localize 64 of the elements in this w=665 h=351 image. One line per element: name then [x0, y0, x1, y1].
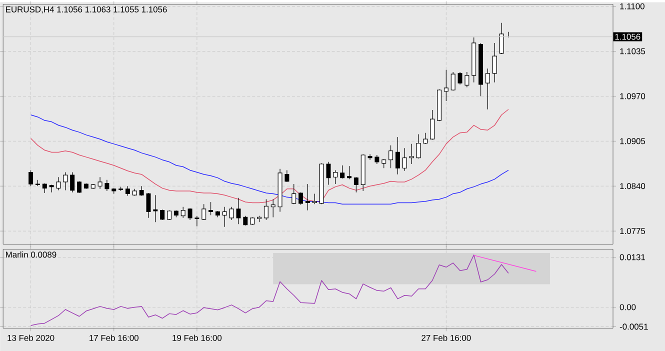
candlestick: [264, 198, 268, 220]
candlestick: [194, 215, 200, 226]
x-tick-label: 17 Feb 16:00: [90, 334, 138, 341]
candlestick: [160, 209, 165, 220]
candlestick: [402, 148, 407, 172]
candlestick: [312, 193, 317, 204]
chart-title: EURUSD,H4 1.1056 1.1063 1.1055 1.1056: [6, 6, 167, 14]
candlestick: [368, 154, 372, 160]
y-tick-label: -0.0051: [620, 324, 648, 330]
y-tick-label: 1.0840: [620, 183, 646, 190]
candlestick: [450, 72, 456, 91]
candlestick: [270, 198, 276, 218]
y-tick-label: 1.0775: [620, 228, 646, 234]
candlestick: [63, 172, 68, 190]
candlestick: [340, 164, 345, 179]
candlestick: [222, 206, 227, 228]
candlestick: [139, 186, 144, 196]
candlestick: [153, 194, 158, 222]
candlestick: [354, 176, 358, 193]
candlestick: [298, 192, 304, 205]
candlestick: [458, 72, 462, 85]
candlestick: [347, 166, 352, 180]
candlestick: [416, 134, 421, 159]
y-tick-label: 1.1035: [620, 48, 646, 54]
candlestick: [49, 184, 54, 193]
candlestick: [423, 132, 428, 144]
x-tick-label: 19 Feb 16:00: [172, 334, 222, 341]
candlestick: [485, 68, 490, 110]
candlestick: [146, 192, 151, 218]
candlestick: [395, 136, 400, 175]
candlestick: [305, 184, 310, 211]
x-tick-label: 27 Feb 16:00: [422, 334, 471, 341]
y-tick-label: 0.0131: [620, 254, 646, 260]
candlestick: [284, 170, 290, 182]
candlestick: [70, 172, 75, 193]
candlestick: [188, 208, 192, 220]
y-tick-label: 1.1100: [620, 3, 644, 10]
candlestick: [409, 144, 414, 164]
candlestick: [56, 176, 61, 190]
x-tick-label: 13 Feb 2020: [8, 334, 54, 341]
candlestick: [388, 144, 394, 168]
candlestick: [492, 42, 497, 83]
candlestick: [125, 186, 130, 196]
candlestick: [180, 206, 186, 218]
candlestick: [229, 206, 234, 220]
y-tick-label: 0.00: [620, 304, 636, 310]
candlestick: [430, 110, 435, 140]
candlestick: [326, 162, 331, 185]
candlestick: [202, 204, 206, 220]
candlestick: [98, 176, 102, 190]
candlestick: [236, 197, 241, 224]
candlestick: [292, 184, 296, 204]
candlestick: [464, 72, 470, 88]
candlestick: [208, 202, 214, 216]
candlestick: [499, 22, 504, 54]
candlestick: [333, 170, 338, 184]
candlestick: [104, 180, 110, 192]
y-tick-label: 1.0905: [620, 138, 646, 144]
candlestick: [243, 215, 248, 226]
chart-title: Marlin 0.0089: [6, 251, 56, 258]
candlestick: [444, 70, 448, 102]
ref-line-label: 1.1056: [615, 34, 640, 40]
y-tick-label: 1.0970: [620, 93, 646, 100]
candlestick: [28, 170, 34, 186]
